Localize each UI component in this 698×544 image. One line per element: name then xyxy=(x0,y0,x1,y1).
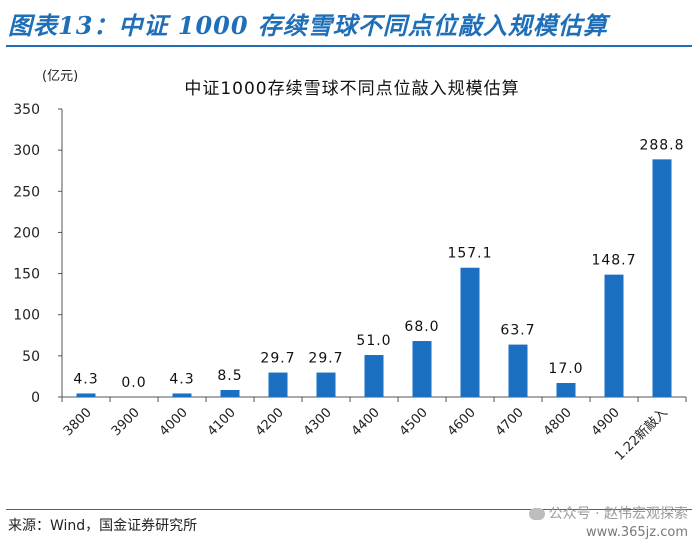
bar-4300 xyxy=(316,372,336,397)
x-tick-label: 4300 xyxy=(301,405,335,439)
x-tick-label: 4800 xyxy=(541,405,575,439)
y-tick-label: 0 xyxy=(31,390,40,406)
y-axis-unit-label: (亿元) xyxy=(42,69,78,84)
bar-4700 xyxy=(508,344,528,397)
source-note: 来源：Wind，国金证券研究所 xyxy=(8,518,198,534)
x-tick-label: 4200 xyxy=(253,405,287,439)
x-tick-label: 4900 xyxy=(589,405,623,439)
watermark-text: 公众号 · 赵伟宏观探索 xyxy=(548,506,688,522)
x-tick-label: 4100 xyxy=(205,405,239,439)
x-tick-label: 4400 xyxy=(349,405,383,439)
bar-value-label: 17.0 xyxy=(548,361,583,377)
bar-value-label: 4.3 xyxy=(73,371,98,387)
y-tick-label: 350 xyxy=(13,102,40,118)
bar-4200 xyxy=(268,372,288,397)
y-tick-label: 300 xyxy=(13,143,40,159)
bar-4800 xyxy=(556,383,576,397)
bar-value-label: 8.5 xyxy=(217,368,242,384)
bar-value-label: 68.0 xyxy=(404,319,439,335)
bar-value-label: 4.3 xyxy=(169,371,194,387)
bar-4900 xyxy=(604,274,624,397)
figure-title: 图表13：中证 1000 存续雪球不同点位敲入规模估算 xyxy=(8,11,608,40)
bar-value-label: 148.7 xyxy=(591,253,636,269)
bar-value-label: 157.1 xyxy=(447,246,492,262)
y-tick-label: 200 xyxy=(13,225,40,241)
x-tick-label: 3900 xyxy=(109,405,143,439)
bar-value-label: 29.7 xyxy=(308,351,343,367)
x-tick-label: 4600 xyxy=(445,405,479,439)
wechat-icon xyxy=(528,508,545,520)
bar-chart: 中证1000存续雪球不同点位敲入规模估算 (亿元) 0 50 100 150 200 250 3… xyxy=(13,69,687,464)
x-tick-label: 3800 xyxy=(61,405,95,439)
watermark-site: www.365jz.com xyxy=(586,525,688,540)
y-tick-label: 100 xyxy=(13,308,40,324)
bar-value-label: 288.8 xyxy=(639,137,684,153)
footer-divider xyxy=(6,509,692,510)
figure-header: 图表13：中证 1000 存续雪球不同点位敲入规模估算 xyxy=(0,0,698,44)
header-divider xyxy=(6,45,692,47)
x-tick-label: 4700 xyxy=(493,405,527,439)
bar-value-label: 63.7 xyxy=(500,323,535,339)
bar-4600 xyxy=(460,267,480,397)
x-tick-label: 4500 xyxy=(397,405,431,439)
y-tick-label: 250 xyxy=(13,184,40,200)
bar-4500 xyxy=(412,341,432,397)
bar-4400 xyxy=(364,355,384,397)
bar-value-label: 0.0 xyxy=(121,375,146,391)
watermark: 公众号 · 赵伟宏观探索 www.365jz.com xyxy=(528,505,688,542)
bar-4000 xyxy=(172,393,192,397)
bar-value-label: 51.0 xyxy=(356,333,391,349)
bar-3800 xyxy=(76,393,96,397)
y-tick-label: 150 xyxy=(13,267,40,283)
x-tick-label: 4000 xyxy=(157,405,191,439)
bar-value-label: 29.7 xyxy=(260,351,295,367)
bar-4100 xyxy=(220,390,240,397)
chart-title: 中证1000存续雪球不同点位敲入规模估算 xyxy=(184,79,519,99)
y-tick-label: 50 xyxy=(22,349,40,365)
bar-1.22新敲入 xyxy=(652,159,672,397)
